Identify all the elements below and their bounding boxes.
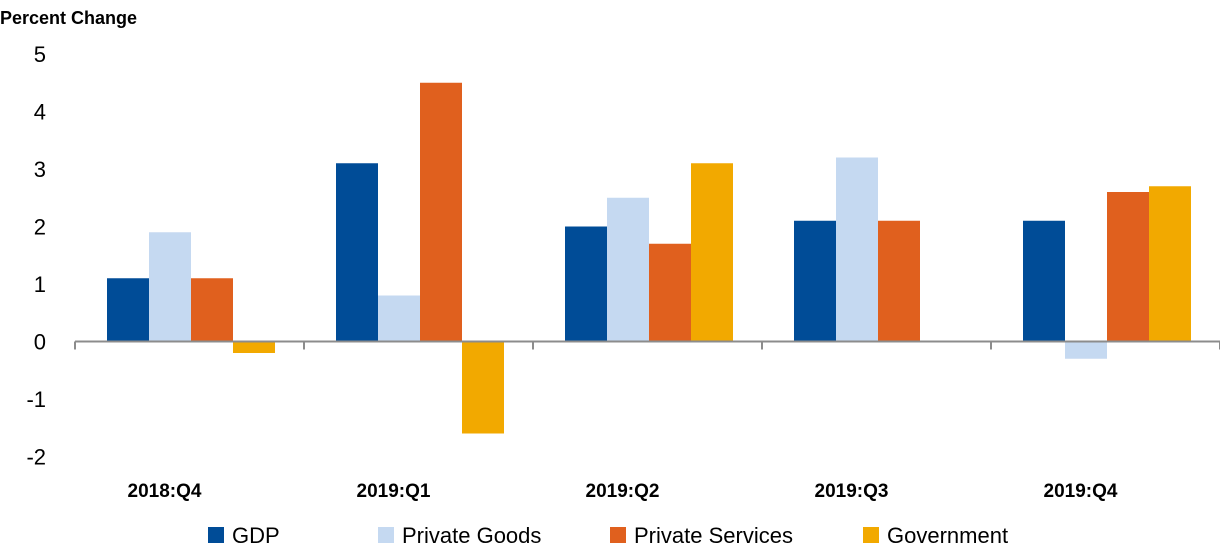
bar: [1023, 220, 1065, 342]
bar: [878, 220, 920, 342]
x-tick-labels: 2018:Q4 2019:Q1 2019:Q2 2019:Q3 2019:Q4: [74, 341, 1220, 502]
legend-swatch: [863, 527, 879, 543]
y-tick-label: 5: [34, 42, 46, 67]
legend-label: GDP: [232, 523, 280, 548]
y-tick-labels: 5 4 3 2 1 0 -1 -2: [26, 42, 46, 470]
bar: [378, 295, 420, 342]
bar: [565, 226, 607, 342]
y-tick-label: 1: [34, 272, 46, 297]
legend-label: Private Services: [634, 523, 793, 548]
x-tick-label: 2019:Q3: [815, 481, 889, 502]
x-tick-label: 2019:Q4: [1044, 481, 1118, 502]
bar: [1065, 341, 1107, 359]
y-tick-label: 4: [34, 100, 46, 125]
x-tick-label: 2018:Q4: [128, 481, 202, 502]
legend-swatch: [208, 527, 224, 543]
bar: [794, 220, 836, 342]
bar: [1149, 186, 1191, 342]
y-tick-label: 2: [34, 215, 46, 240]
y-tick-label: -2: [26, 445, 46, 470]
bar: [107, 278, 149, 342]
y-tick-label: 3: [34, 157, 46, 182]
bar: [836, 157, 878, 342]
legend-label: Private Goods: [402, 523, 541, 548]
y-axis-label: Percent Change: [0, 8, 137, 28]
legend-swatch: [610, 527, 626, 543]
bar: [691, 163, 733, 342]
y-tick-label: -1: [26, 387, 46, 412]
bar: [607, 197, 649, 342]
bar: [1107, 192, 1149, 342]
x-tick-label: 2019:Q2: [586, 481, 660, 502]
bar: [420, 82, 462, 342]
y-tick-label: 0: [34, 330, 46, 355]
bars: [107, 82, 1191, 434]
bar: [462, 341, 504, 434]
bar: [233, 341, 275, 353]
legend-swatch: [378, 527, 394, 543]
bar: [191, 278, 233, 342]
bar: [336, 163, 378, 342]
legend: GDP Private Goods Private Services Governme…: [208, 523, 1008, 548]
bar: [149, 232, 191, 342]
bar: [649, 243, 691, 342]
x-tick-label: 2019:Q1: [357, 481, 431, 502]
legend-label: Government: [887, 523, 1008, 548]
